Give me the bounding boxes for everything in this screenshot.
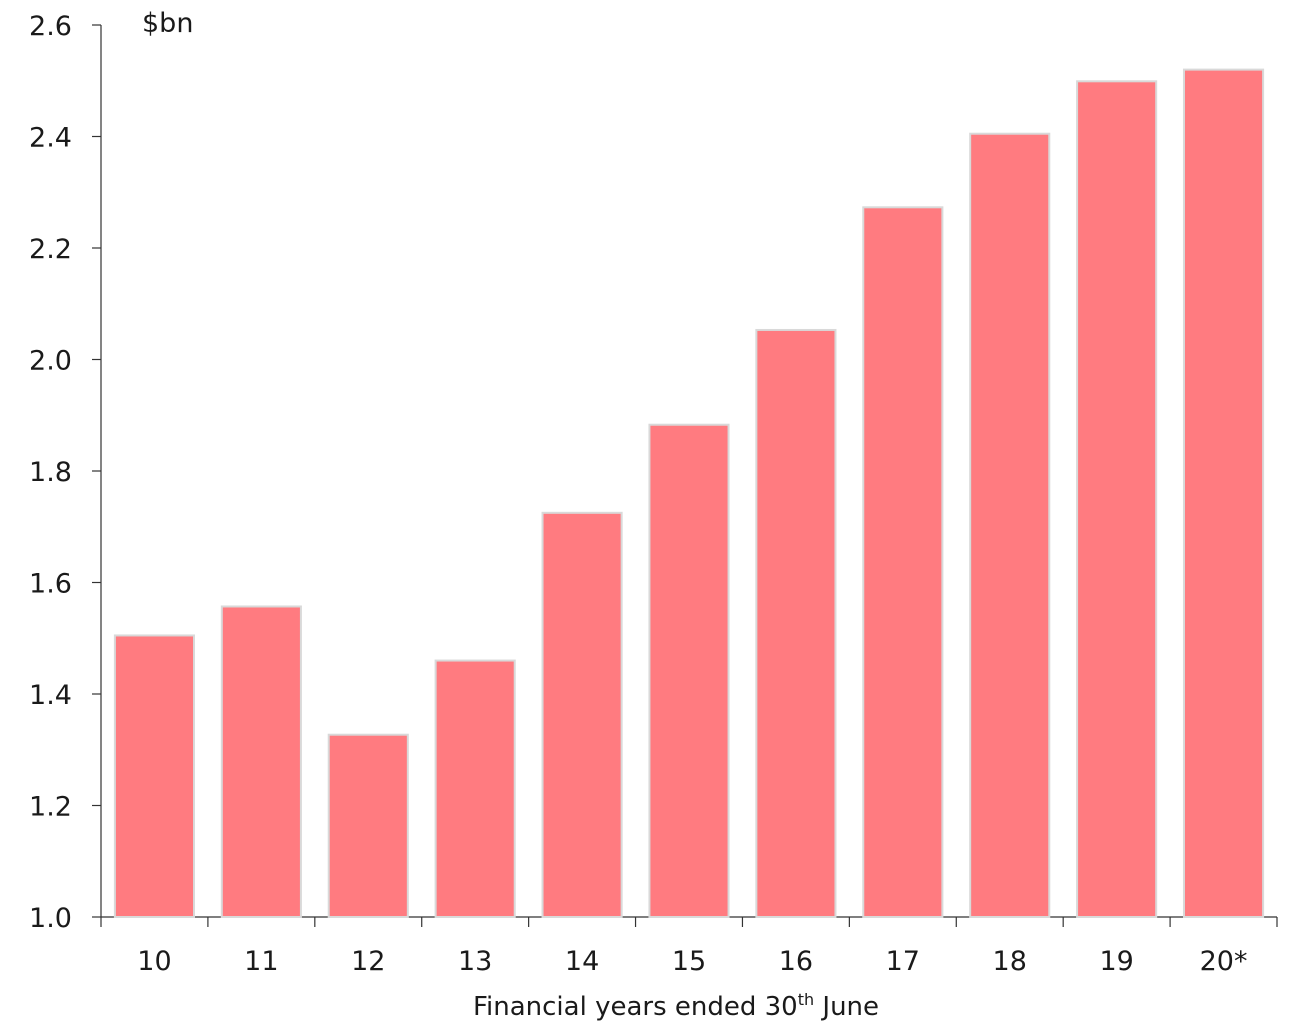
x-tick-label: 18	[993, 946, 1027, 977]
x-axis: 10 11 12 13 14 15 16 17 18 19 20*	[100, 916, 1278, 977]
x-tick-label: 12	[351, 946, 385, 977]
bar-14	[541, 511, 623, 918]
bar-15	[648, 423, 730, 918]
y-axis: 1.0 1.2 1.4 1.6 1.8 2.0 2.2 2.4 2.6	[29, 11, 102, 934]
x-tick-label: 15	[672, 946, 706, 977]
bar-18	[969, 132, 1051, 918]
y-tick-label: 1.6	[29, 569, 72, 600]
bar-11	[220, 605, 302, 918]
y-tick-label: 2.4	[29, 123, 72, 154]
y-tick-label: 2.0	[29, 346, 72, 377]
bar-12	[327, 733, 409, 919]
x-tick-label: 20*	[1200, 946, 1248, 977]
x-tick-label: 13	[458, 946, 492, 977]
y-tick-label: 1.0	[29, 903, 72, 934]
y-tick-label: 2.2	[29, 234, 72, 265]
x-axis-title-superscript: th	[798, 990, 814, 1009]
x-axis-title-suffix: June	[814, 992, 879, 1022]
y-tick-label: 1.2	[29, 792, 72, 823]
bar-16	[755, 328, 837, 918]
x-tick-label: 14	[565, 946, 599, 977]
x-tick-label: 16	[779, 946, 813, 977]
y-tick-label: 1.8	[29, 457, 72, 488]
x-tick-label: 11	[244, 946, 278, 977]
bar-10	[113, 634, 196, 919]
y-tick-label: 1.4	[29, 680, 72, 711]
y-unit-label: $bn	[142, 8, 193, 39]
y-tick-label: 2.6	[29, 11, 72, 42]
x-tick-label: 17	[886, 946, 920, 977]
bar-19	[1076, 80, 1158, 919]
bar-13	[434, 659, 516, 918]
bar-20-est	[1182, 68, 1265, 919]
x-tick-label: 19	[1099, 946, 1133, 977]
x-axis-title-main: Financial years ended 30	[473, 992, 798, 1022]
x-tick-label: 10	[137, 946, 171, 977]
x-axis-title: Financial years ended 30th June	[473, 990, 879, 1022]
bar-17	[862, 206, 944, 919]
bars	[113, 68, 1265, 919]
